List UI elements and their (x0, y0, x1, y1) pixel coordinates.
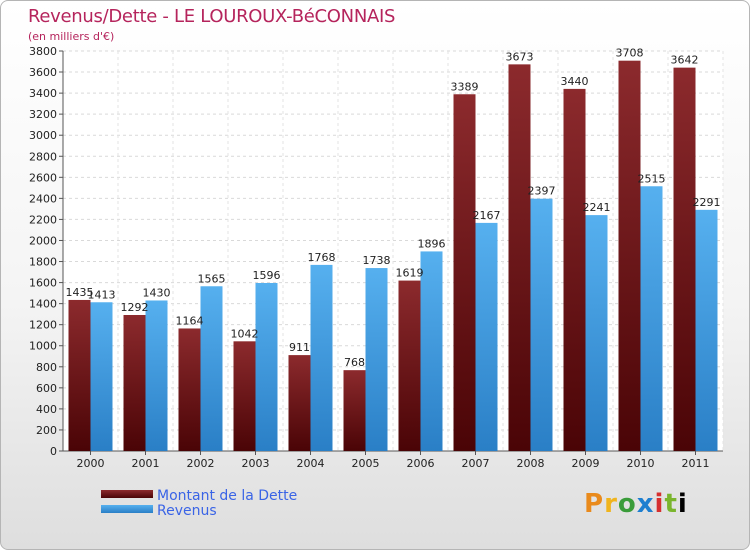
bar-dette (563, 88, 586, 451)
y-tick-label: 2400 (29, 192, 57, 205)
y-tick-label: 1000 (29, 340, 57, 353)
bar-dette (508, 64, 531, 452)
value-label: 3708 (616, 47, 644, 60)
legend-label-debt: Montant de la Dette (157, 488, 297, 504)
bars (68, 60, 718, 452)
y-tick-label: 3800 (29, 45, 57, 58)
grid (62, 50, 724, 452)
value-label: 1292 (121, 301, 149, 314)
value-label: 1435 (66, 286, 94, 299)
y-tick-label: 1400 (29, 298, 57, 311)
bar-dette (288, 355, 311, 451)
bar-dette (233, 341, 256, 451)
value-label: 3673 (506, 50, 534, 63)
bar-revenus (255, 283, 278, 451)
legend: Montant de la Dette Revenus (101, 488, 297, 519)
bar-dette (68, 299, 91, 451)
y-tick-label: 1800 (29, 256, 57, 269)
bar-revenus (475, 222, 498, 451)
y-tick-label: 3000 (29, 129, 57, 142)
bar-dette (618, 60, 641, 452)
y-tick-label: 2200 (29, 213, 57, 226)
bar-revenus (420, 251, 443, 451)
bar-dette (178, 328, 201, 451)
x-tick-label: 2011 (682, 457, 710, 470)
y-tick-label: 3200 (29, 108, 57, 121)
bar-revenus (530, 198, 553, 451)
bar-revenus (200, 286, 223, 451)
y-tick-label: 2000 (29, 234, 57, 247)
x-tick-label: 2004 (297, 457, 325, 470)
x-tick-label: 2008 (517, 457, 545, 470)
x-tick-label: 2009 (572, 457, 600, 470)
x-tick-label: 2007 (462, 457, 490, 470)
value-label: 1768 (308, 251, 336, 264)
value-label: 1413 (88, 288, 116, 301)
proxiti-logo: Proxiti (584, 489, 688, 519)
value-label: 2515 (638, 172, 666, 185)
legend-swatch-debt (101, 490, 153, 498)
chart-subtitle: (en milliers d'€) (28, 30, 115, 43)
value-label: 911 (289, 341, 310, 354)
value-label: 768 (344, 356, 365, 369)
value-label: 3642 (671, 54, 699, 67)
bar-dette (343, 370, 366, 451)
bar-dette (453, 94, 476, 452)
chart-title: Revenus/Dette - LE LOUROUX-BéCONNAIS (28, 6, 396, 27)
axes: 0 200 400 600 800 1000 1200 1400 1600 1800 2000 220… (29, 45, 723, 470)
x-tick-label: 2005 (352, 457, 380, 470)
bar-revenus (365, 268, 388, 451)
bar-revenus (145, 300, 168, 451)
y-tick-label: 600 (36, 382, 57, 395)
bar-revenus (310, 264, 333, 451)
value-label: 1896 (418, 237, 446, 250)
x-tick-label: 2000 (77, 457, 105, 470)
x-tick-label: 2006 (407, 457, 435, 470)
value-label: 1042 (231, 327, 259, 340)
y-tick-label: 1200 (29, 319, 57, 332)
legend-label-revenus: Revenus (157, 503, 217, 519)
y-tick-label: 0 (50, 445, 57, 458)
x-tick-label: 2001 (132, 457, 160, 470)
bar-dette (123, 315, 146, 451)
value-label: 2291 (693, 196, 721, 209)
value-label: 1738 (363, 254, 391, 267)
value-label: 2397 (528, 185, 556, 198)
bar-dette (673, 67, 696, 451)
value-label: 1619 (396, 267, 424, 280)
bar-dette (398, 280, 421, 451)
bar-revenus (90, 302, 113, 451)
value-label: 2167 (473, 209, 501, 222)
value-label: 1430 (143, 286, 171, 299)
bar-revenus (585, 215, 608, 451)
y-tick-label: 3400 (29, 87, 57, 100)
y-tick-label: 2600 (29, 171, 57, 184)
y-tick-label: 3600 (29, 66, 57, 79)
value-label: 1164 (176, 314, 204, 327)
value-label: 2241 (583, 201, 611, 214)
x-tick-label: 2010 (627, 457, 655, 470)
x-tick-label: 2002 (187, 457, 215, 470)
y-tick-label: 2800 (29, 150, 57, 163)
legend-swatch-revenus (101, 505, 153, 513)
value-label: 1596 (253, 269, 281, 282)
y-tick-label: 1600 (29, 277, 57, 290)
y-tick-label: 400 (36, 403, 57, 416)
bar-revenus (695, 209, 718, 451)
bar-revenus (640, 186, 663, 451)
y-tick-label: 800 (36, 361, 57, 374)
value-label: 3440 (561, 75, 589, 88)
y-tick-label: 200 (36, 424, 57, 437)
x-tick-label: 2003 (242, 457, 270, 470)
value-label: 3389 (451, 80, 479, 93)
value-label: 1565 (198, 272, 226, 285)
